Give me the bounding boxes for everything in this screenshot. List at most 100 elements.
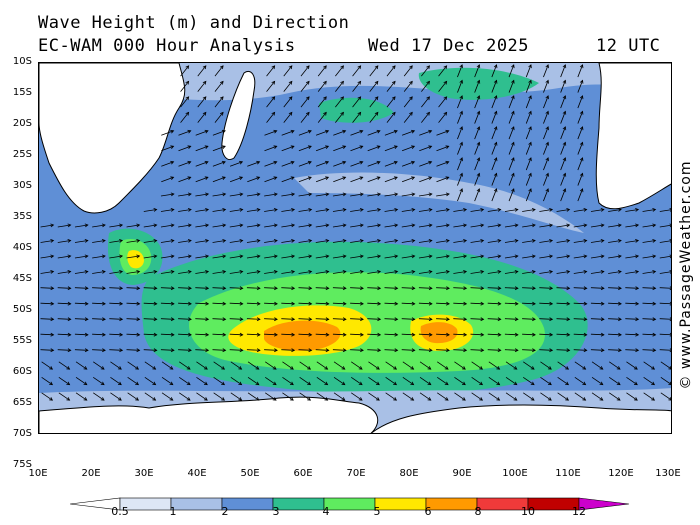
wave-arrow	[74, 333, 88, 336]
wave-arrow	[436, 161, 449, 167]
wave-arrow	[471, 392, 483, 401]
wave-arrow	[525, 126, 532, 140]
wave-arrow-head	[618, 332, 622, 337]
wave-arrow	[264, 271, 278, 274]
wave-arrow-head	[531, 223, 536, 228]
wave-arrow	[556, 318, 570, 320]
lon-label: 70E	[346, 468, 366, 479]
wave-arrow-head	[428, 192, 433, 197]
wave-arrow	[556, 240, 570, 243]
wave-arrow	[246, 209, 260, 212]
wave-arrow	[421, 65, 430, 77]
wave-arrow	[539, 271, 553, 274]
wave-arrow	[470, 255, 484, 259]
wave-arrow	[281, 302, 295, 305]
wave-arrow	[660, 376, 671, 385]
wave-arrow-head	[566, 239, 571, 243]
wave-arrow-head	[600, 208, 605, 212]
wave-arrow	[299, 361, 311, 370]
wave-arrow	[437, 361, 449, 370]
wave-arrow-head	[185, 80, 190, 85]
wave-arrow-head	[445, 129, 450, 134]
wave-arrow	[180, 112, 189, 123]
wave-arrow-head	[545, 141, 549, 146]
wave-arrow	[317, 81, 327, 92]
wave-arrow	[335, 65, 344, 77]
wave-arrow	[384, 130, 398, 136]
wave-arrow-head	[377, 301, 382, 306]
wave-arrow-head	[325, 160, 330, 165]
wave-arrow-head	[479, 397, 484, 401]
wave-arrow	[332, 193, 346, 197]
wave-arrow	[470, 318, 484, 320]
wave-arrow	[74, 287, 88, 289]
wave-arrow-head	[153, 254, 158, 259]
wave-arrow-head	[288, 65, 293, 70]
legend-label: 10	[521, 505, 535, 518]
lat-label: 35S	[12, 211, 32, 222]
wave-arrow	[178, 255, 192, 259]
wave-arrow	[126, 255, 140, 259]
wave-arrow	[421, 81, 430, 92]
wave-arrow-head	[652, 223, 657, 228]
wave-arrow-head	[102, 348, 106, 353]
wave-arrow	[350, 145, 363, 152]
wave-arrow-head	[256, 301, 261, 306]
wave-arrow-head	[633, 366, 638, 370]
wave-arrow-head	[443, 80, 448, 85]
wave-arrow-head	[308, 301, 313, 306]
wave-arrow-head	[256, 348, 261, 353]
legend-label: 1	[169, 505, 177, 518]
wave-arrow	[642, 287, 656, 289]
wave-arrow	[178, 145, 191, 152]
wave-arrow-head	[579, 157, 584, 162]
wave-arrow	[332, 333, 346, 336]
wave-arrow	[178, 271, 192, 274]
wave-arrow-head	[239, 254, 244, 259]
wave-arrow-head	[579, 79, 584, 84]
wave-arrow-head	[635, 270, 640, 274]
wave-arrow-head	[291, 286, 296, 291]
wave-arrow-head	[511, 141, 515, 146]
wave-arrow-head	[652, 208, 657, 212]
wave-arrow	[350, 287, 364, 289]
wave-arrow-head	[532, 348, 536, 353]
wave-arrow-head	[377, 286, 382, 291]
wave-arrow-head	[394, 348, 399, 353]
wave-arrow-head	[342, 348, 347, 353]
wave-arrow	[401, 161, 415, 167]
wave-arrow-head	[566, 332, 571, 337]
map-canvas	[39, 63, 671, 433]
wave-arrow-head	[528, 172, 532, 177]
wave-height-map[interactable]	[38, 62, 672, 434]
wave-arrow-head	[635, 348, 640, 353]
wave-arrow-head	[291, 317, 296, 322]
wave-arrow-head	[565, 366, 570, 370]
wave-arrow-head	[476, 110, 481, 115]
wave-arrow-head	[618, 301, 622, 306]
wave-arrow	[367, 287, 381, 289]
legend-label: 4	[322, 505, 330, 518]
wave-arrow-head	[67, 254, 72, 259]
wave-arrow	[350, 176, 363, 183]
wave-arrow-head	[582, 381, 587, 386]
wave-arrow-head	[617, 223, 622, 228]
wave-arrow-head	[463, 254, 468, 259]
wave-arrow	[367, 271, 381, 274]
wave-arrow-head	[428, 254, 433, 259]
wave-arrow	[625, 318, 639, 320]
wave-arrow-head	[411, 129, 416, 134]
wave-arrow-head	[496, 397, 501, 401]
wave-arrow-head	[565, 381, 570, 386]
wave-arrow	[333, 361, 345, 370]
wave-arrow	[352, 65, 361, 77]
wave-arrow	[560, 142, 566, 155]
lat-label: 25S	[12, 149, 32, 160]
wave-arrow-head	[66, 366, 71, 370]
legend-label: 5	[373, 505, 381, 518]
valid-time: 12 UTC	[596, 36, 661, 56]
wave-arrow	[109, 302, 123, 305]
wave-arrow-head	[222, 223, 227, 228]
wave-arrow-head	[476, 64, 481, 69]
wave-arrow-head	[205, 239, 210, 243]
